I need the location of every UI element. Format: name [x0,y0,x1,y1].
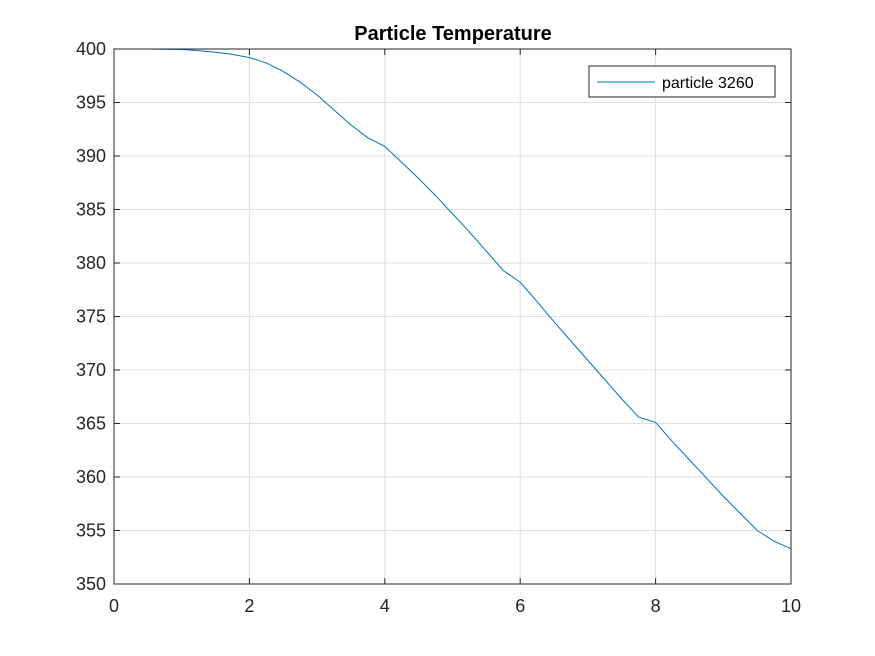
x-tick-label: 6 [515,596,525,616]
legend-label: particle 3260 [662,75,754,92]
y-tick-label: 350 [76,574,106,594]
axes [113,48,792,585]
y-tick-label: 355 [76,521,106,541]
legend: particle 3260 [588,65,776,98]
y-tick-label: 375 [76,307,106,327]
x-tick-label: 0 [109,596,119,616]
series-line [114,48,792,550]
x-tick-label: 2 [244,596,254,616]
chart-title: Particle Temperature [354,23,552,45]
y-tick-label: 370 [76,360,106,380]
y-tick-label: 385 [76,200,106,220]
y-tick-label: 360 [76,467,106,487]
x-tick-label: 4 [380,596,390,616]
y-tick-label: 390 [76,146,106,166]
y-tick-label: 365 [76,414,106,434]
y-tick-label: 380 [76,253,106,273]
y-tick-label: 395 [76,93,106,113]
series-layer [114,48,792,550]
y-tick-label: 400 [76,39,106,59]
x-tick-label: 10 [781,596,801,616]
tick-labels: 0 2 4 6 8 10 350 355 360 365 370 375 380 385 390 395 400 [76,39,801,616]
grid [114,49,791,584]
x-tick-label: 8 [651,596,661,616]
